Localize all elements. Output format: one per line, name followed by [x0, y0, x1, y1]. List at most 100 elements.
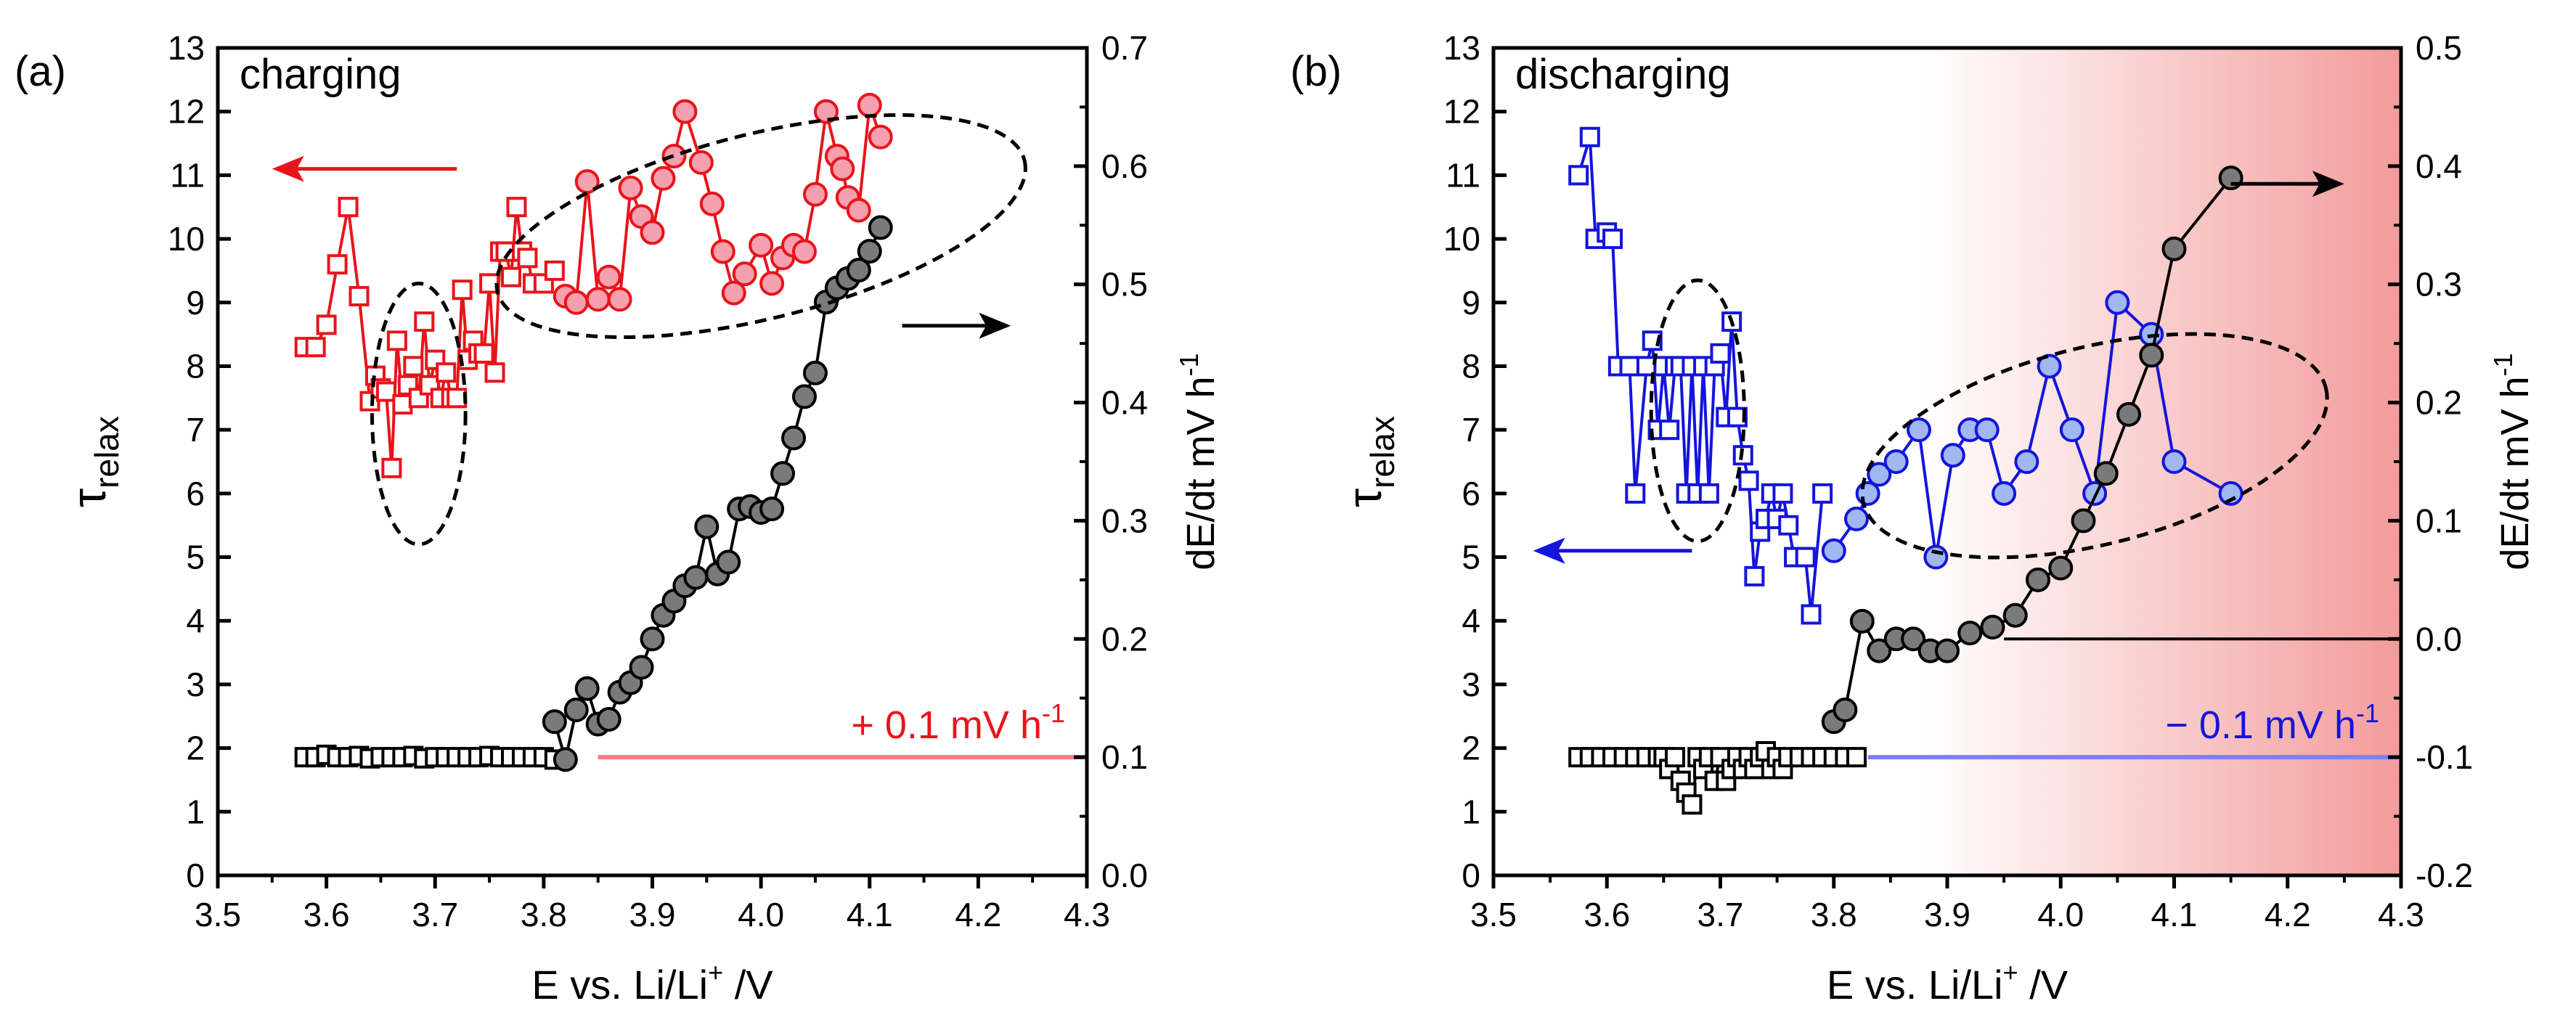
data-point-circle	[2014, 449, 2039, 474]
data-point-circle	[721, 280, 746, 306]
data-point-circle	[2037, 353, 2062, 379]
y-left-tick-label: 6	[186, 475, 205, 512]
data-point-circle	[2082, 481, 2108, 506]
x-axis-label: E vs. Li/Li+ /V	[1827, 957, 2068, 1007]
data-point-circle	[2048, 555, 2074, 581]
data-point-square	[436, 362, 457, 383]
data-point-circle	[1901, 626, 1926, 652]
data-point-circle	[2116, 401, 2141, 427]
data-point-square	[1619, 356, 1640, 377]
x-tick-label: 3.7	[1697, 896, 1744, 933]
data-point-circle	[1867, 638, 1892, 663]
y-left-axis-label-sub: relax	[88, 416, 126, 489]
data-point-square	[338, 197, 359, 218]
data-point-circle	[661, 144, 687, 169]
data-point-square	[473, 343, 494, 364]
y-left-tick-label: 8	[186, 347, 205, 385]
data-point-square	[1812, 483, 1833, 504]
y-right-tick-label: 0.4	[1101, 384, 1148, 422]
data-point-circle	[563, 698, 589, 722]
data-point-circle	[1821, 538, 1846, 563]
data-point-square	[375, 381, 396, 402]
data-point-circle	[732, 261, 757, 287]
data-point-circle	[1923, 544, 1949, 570]
data-point-circle	[846, 258, 871, 283]
data-point-circle	[1906, 417, 1931, 443]
data-point-circle	[1867, 462, 1892, 487]
x-axis-label-tail: /V	[2018, 962, 2068, 1007]
data-point-square	[403, 356, 424, 377]
data-point-circle	[857, 92, 882, 118]
threshold-annotation-main: + 0.1 mV h	[851, 703, 1042, 747]
y-right-tick-label: 0.5	[1101, 266, 1148, 303]
x-axis-label-sup: +	[2003, 957, 2018, 987]
threshold-annotation-sup: -1	[2356, 698, 2379, 728]
x-tick-label: 3.5	[1470, 896, 1517, 933]
data-point-circle	[542, 709, 567, 735]
x-tick-label: 3.7	[412, 896, 458, 933]
inset-label: discharging	[1515, 51, 1731, 98]
data-point-circle	[781, 425, 807, 451]
x-tick-label: 4.0	[738, 896, 784, 933]
x-tick-label: 4.3	[2378, 896, 2424, 933]
data-point-circle	[1833, 698, 1858, 722]
y-left-axis-label: τrelax	[62, 416, 126, 507]
data-point-circle	[2161, 236, 2187, 261]
x-tick-label: 4.0	[2037, 896, 2084, 933]
data-point-square	[327, 254, 348, 275]
y-left-tick-label: 13	[168, 29, 205, 67]
data-point-circle	[596, 264, 621, 290]
highlight-ellipse	[1860, 332, 2329, 560]
y-right-tick-label: 0.3	[2416, 266, 2462, 303]
right-axis-arrow-head	[979, 312, 1011, 339]
data-point-circle	[699, 191, 725, 216]
data-point-circle	[710, 239, 735, 264]
y-left-axis-label-main: τ	[62, 489, 115, 507]
data-point-circle	[683, 565, 709, 590]
x-tick-label: 4.1	[847, 896, 893, 933]
x-tick-label: 3.8	[1811, 896, 1857, 933]
data-point-circle	[640, 626, 665, 652]
y-right-tick-label: 0.5	[2416, 29, 2462, 67]
data-point-circle	[2059, 417, 2084, 443]
data-point-circle	[2105, 290, 2130, 315]
data-point-circle	[629, 655, 654, 680]
y-right-axis-label-main: dE/dt mV h	[2493, 376, 2537, 570]
data-point-square	[506, 197, 527, 218]
left-axis-arrow-head	[1533, 537, 1565, 564]
y-left-tick-label: 5	[1462, 539, 1480, 576]
y-left-tick-label: 0	[1462, 857, 1480, 894]
data-point-square	[1579, 126, 1600, 147]
y-left-tick-label: 2	[186, 729, 205, 767]
data-point-circle	[694, 514, 720, 539]
data-point-square	[1772, 483, 1793, 504]
data-point-circle	[1940, 443, 1965, 468]
data-point-circle	[651, 165, 676, 191]
data-point-circle	[1849, 608, 1875, 634]
data-point-circle	[640, 220, 665, 245]
x-axis-label-tail: /V	[723, 962, 773, 1007]
data-point-circle	[1980, 615, 2005, 639]
y-left-axis-label-sub: relax	[1364, 416, 1401, 489]
data-point-circle	[2002, 602, 2028, 628]
data-point-square	[392, 394, 413, 415]
data-point-circle	[716, 549, 741, 575]
x-tick-label: 3.5	[195, 896, 241, 933]
data-point-circle	[688, 150, 714, 175]
data-point-circle	[2139, 343, 2164, 368]
y-left-tick-label: 7	[1462, 411, 1480, 449]
y-left-tick-label: 9	[1462, 284, 1480, 322]
x-axis-label-main: E vs. Li/Li	[531, 962, 708, 1007]
y-left-tick-label: 2	[1462, 729, 1480, 767]
x-tick-label: 4.2	[955, 896, 1001, 933]
highlight-ellipse	[494, 113, 1027, 340]
data-point-square	[452, 279, 473, 301]
data-point-circle	[2161, 449, 2187, 474]
y-right-tick-label: 0.4	[2416, 147, 2462, 185]
y-right-tick-label: 0.2	[2416, 384, 2462, 422]
threshold-annotation-main: − 0.1 mV h	[2165, 703, 2356, 747]
data-point-square	[386, 330, 407, 351]
y-left-tick-label: 10	[168, 220, 205, 258]
panel-label: (a)	[15, 48, 66, 95]
data-point-square	[1801, 604, 1822, 625]
